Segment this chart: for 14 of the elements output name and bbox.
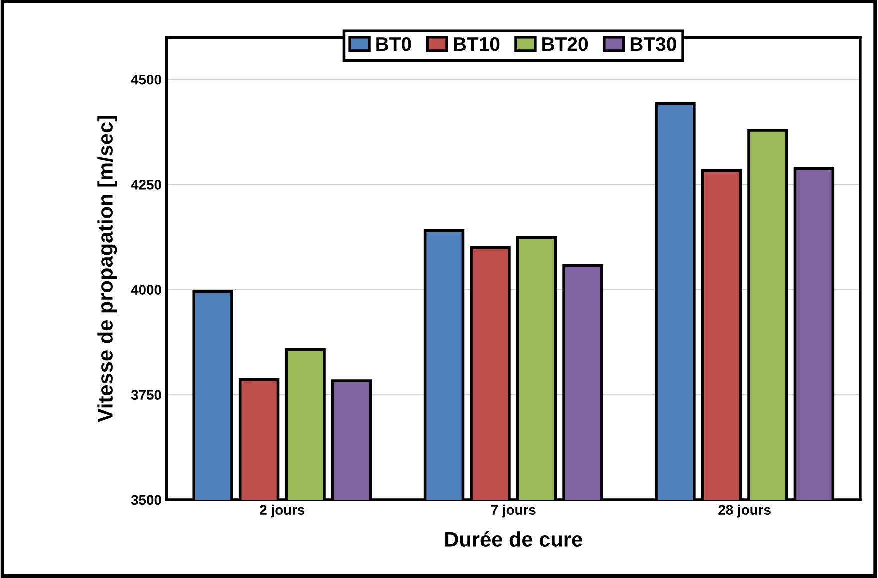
x-tick-label: 28 jours xyxy=(718,504,771,518)
y-tick-label: 4500 xyxy=(131,74,162,85)
legend-label: BT30 xyxy=(630,37,676,52)
y-tick-label: 3750 xyxy=(131,390,162,400)
legend-label: BT10 xyxy=(454,37,500,52)
x-axis-title: Durée de cure xyxy=(446,531,582,547)
y-tick-label: 3500 xyxy=(131,495,162,506)
legend-label: BT0 xyxy=(376,37,412,52)
x-tick-label: 2 jours xyxy=(260,504,305,518)
legend-label: BT20 xyxy=(542,37,588,52)
y-tick-label: 4000 xyxy=(131,285,162,295)
y-tick-label: 4250 xyxy=(131,180,162,190)
x-tick-label: 7 jours xyxy=(491,504,536,518)
y-axis-title: Vitesse de propagation [m/sec] xyxy=(98,116,118,422)
